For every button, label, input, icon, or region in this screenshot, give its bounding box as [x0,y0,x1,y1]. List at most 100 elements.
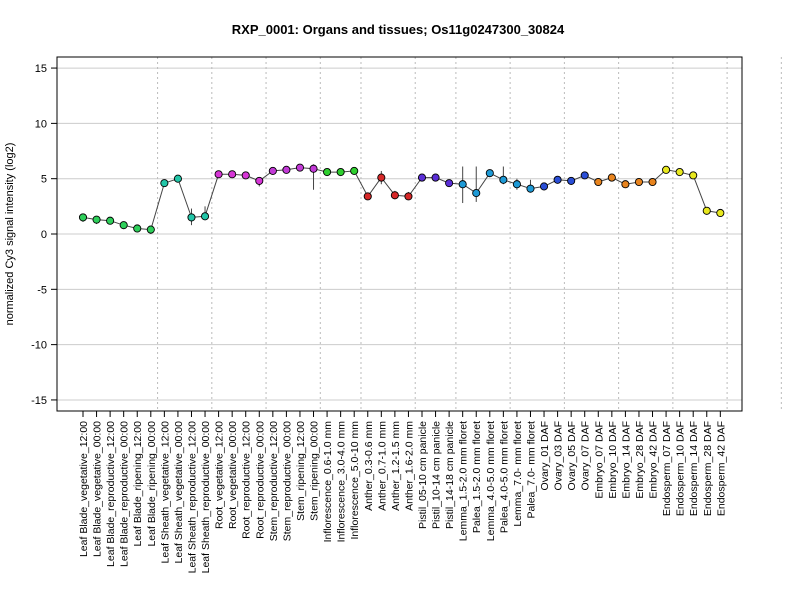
plot-frame [56,56,743,412]
x-tick-label: Stem_reproductive_12:00 [268,421,280,541]
data-point [648,177,657,187]
x-tick-label: Ovary_07 DAF [580,421,592,490]
grid-layer [57,57,782,411]
x-tick-label: Inflorescence_0.6-1.0 mm [322,421,334,543]
data-point [675,167,684,177]
data-point [282,165,291,174]
x-tick-label: Pistil_14-18 cm panicle [444,421,456,529]
x-tick-label: Leaf Blade_vegetative_00:00 [92,421,104,557]
x-tick-label: Root_vegetative_12:00 [214,421,226,529]
data-point [404,192,413,201]
data-point [295,163,305,172]
data-point [567,176,576,185]
x-tick-label: Palea_4.0-5.0 mm floret [498,421,510,533]
data-point [390,191,399,200]
x-tick-label: Embryo_42 DAF [648,421,660,499]
x-tick-label: Stem_ripening_12:00 [295,421,307,521]
x-tick-label: Leaf Blade_reproductive_00:00 [119,421,131,567]
data-point [512,180,521,189]
x-tick-label: Root_reproductive_00:00 [254,421,266,539]
data-point [417,173,427,182]
x-tick-label: Anther_1.2-1.5 mm [390,421,402,511]
data-point [621,180,630,189]
x-tick-label: Endosperm_42 DAF [715,421,727,516]
x-tick-label: Stem_ripening_00:00 [309,421,321,521]
chart-title: RXP_0001: Organs and tissues; Os11g02473… [232,22,565,37]
data-point [214,170,223,179]
data-point [472,189,481,198]
data-point [716,208,725,218]
x-tick-label: Ovary_03 DAF [553,421,565,490]
data-point [431,173,440,182]
x-tick-label: Lemma_7.0- mm floret [512,421,524,527]
x-tick-label: Ovary_01 DAF [539,421,551,490]
x-tick-label: Palea_1.5-2.0 mm floret [471,421,483,533]
data-point [634,177,644,187]
x-tick-label: Leaf Blade_reproductive_12:00 [105,421,117,567]
data-point [241,171,250,180]
x-tick-label: Leaf Sheath_vegetative_12:00 [159,421,171,564]
data-point [187,213,196,222]
x-tick-label: Anther_1.6-2.0 mm [403,421,415,511]
data-point [92,215,101,224]
data-point [377,173,386,182]
x-tick-label: Leaf Blade_ripening_00:00 [146,421,158,547]
data-point [580,171,589,180]
x-tick-label: Embryo_10 DAF [607,421,619,499]
data-point [689,171,698,180]
data-point [173,174,182,183]
x-tick-label: Ovary_05 DAF [566,421,578,490]
y-axis-title: normalized Cy3 signal intensity (log2) [4,143,16,326]
data-point [228,170,237,179]
data-point [106,216,115,225]
data-point [363,192,372,201]
x-tick-label: Endosperm_10 DAF [675,421,687,516]
x-tick-label: Inflorescence_3.0-4.0 mm [336,421,348,543]
axis-layer: -15 -10 -5 0 5 10 15 Leaf Blade_vegetative_12:0… [31,63,727,573]
x-tick-label: Root_vegetative_00:00 [227,421,239,529]
data-point [268,166,277,175]
data-point [499,175,508,184]
x-tick-label: Lemma_1.5-2.0 mm floret [458,421,470,541]
x-tick-label: Endosperm_07 DAF [661,421,673,516]
x-tick-label: Anther_0.3-0.6 mm [363,421,375,511]
x-tick-label: Root_reproductive_12:00 [241,421,253,539]
x-tick-label: Lemma_4.0-5.0 mm floret [485,421,497,541]
data-point [323,167,332,177]
x-tick-label: Pistil_10-14 cm panicle [431,421,443,529]
data-point [160,179,169,188]
x-tick-label: Stem_reproductive_00:00 [281,421,293,541]
y-tick-label: -5 [37,284,47,296]
y-tick-label: 5 [41,174,47,186]
data-point [200,212,210,221]
data-point [526,184,535,193]
x-tick-label: Leaf Blade_vegetative_12:00 [78,421,90,557]
y-tick-label: 0 [41,229,47,241]
data-point [553,175,562,184]
x-tick-label: Endosperm_14 DAF [688,421,700,516]
data-point [255,176,264,185]
x-tick-label: Leaf Sheath_reproductive_00:00 [200,421,212,574]
y-tick-label: -15 [31,395,47,407]
y-tick-label: 10 [35,118,47,130]
data-point [78,213,88,222]
x-tick-label: Leaf Blade_ripening_12:00 [132,421,144,547]
x-tick-label: Palea_7.0- mm floret [525,421,537,519]
series-layer [78,163,725,234]
x-tick-label: Anther_0.7-1.0 mm [376,421,388,511]
x-tick-label: Embryo_28 DAF [634,421,646,499]
x-tick-label: Leaf Sheath_vegetative_00:00 [173,421,185,564]
x-tick-label: Pistil_05-10 cm panicle [417,421,429,529]
x-tick-label: Embryo_07 DAF [593,421,605,499]
data-point [119,221,128,230]
data-point [445,179,454,188]
data-point [539,182,549,191]
data-point [309,164,318,173]
x-tick-label: Leaf Sheath_reproductive_12:00 [186,421,198,574]
y-tick-label: 15 [35,63,47,75]
data-point [662,165,671,174]
data-point [607,173,616,182]
data-point [702,206,711,215]
x-tick-label: Endosperm_28 DAF [702,421,714,516]
